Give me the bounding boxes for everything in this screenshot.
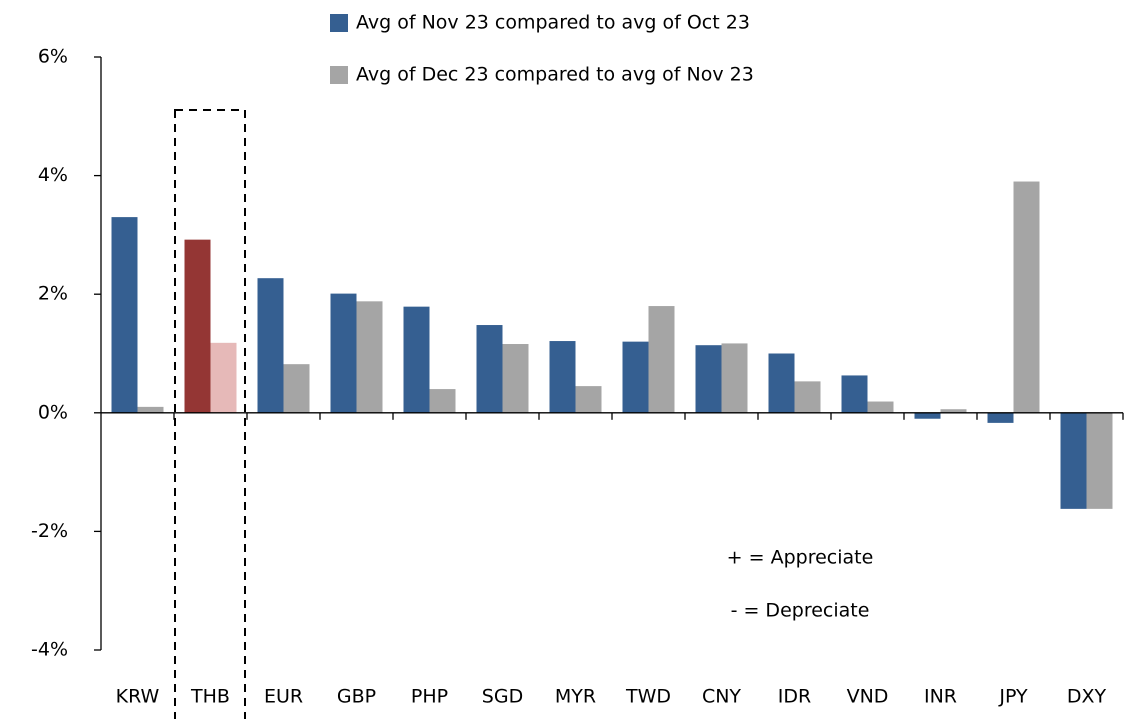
bar xyxy=(257,278,284,413)
x-tick-label: KRW xyxy=(116,686,160,708)
y-tick-label: -4% xyxy=(31,639,68,661)
x-tick-label: VND xyxy=(847,686,889,708)
highlight-box xyxy=(174,109,246,719)
bar xyxy=(403,306,430,413)
x-tick-label: GBP xyxy=(337,686,376,708)
bar xyxy=(502,344,529,413)
bar xyxy=(987,412,1014,423)
bar xyxy=(794,381,821,413)
legend-swatch xyxy=(330,14,348,32)
bar xyxy=(429,389,456,413)
x-tick-label: THB xyxy=(190,686,230,708)
bar xyxy=(648,306,675,413)
annotation: + = Appreciate xyxy=(727,547,874,569)
bar xyxy=(549,341,576,413)
bar xyxy=(210,342,237,413)
x-tick-label: MYR xyxy=(555,686,596,708)
y-tick-label: 0% xyxy=(38,401,68,423)
legend-label: Avg of Nov 23 compared to avg of Oct 23 xyxy=(356,12,750,34)
legend-swatch xyxy=(330,66,348,84)
x-tick-label: JPY xyxy=(998,686,1028,708)
bar xyxy=(721,343,748,413)
bar xyxy=(695,345,722,413)
bar xyxy=(622,341,649,413)
legend-label: Avg of Dec 23 compared to avg of Nov 23 xyxy=(356,64,754,86)
bar xyxy=(476,325,503,413)
y-tick-label: 4% xyxy=(38,164,68,186)
bar xyxy=(1013,181,1040,413)
bar xyxy=(137,406,164,413)
bar xyxy=(283,364,310,413)
x-tick-label: PHP xyxy=(411,686,448,708)
bar xyxy=(768,353,795,413)
bar xyxy=(841,375,868,413)
bar xyxy=(111,217,138,413)
bar xyxy=(867,401,894,413)
annotation: - = Depreciate xyxy=(731,600,870,622)
bar xyxy=(1086,412,1113,509)
x-tick-label: SGD xyxy=(482,686,523,708)
x-tick-label: EUR xyxy=(264,686,303,708)
bar xyxy=(330,293,357,413)
bar xyxy=(184,239,211,413)
x-tick-label: TWD xyxy=(625,686,671,708)
y-tick-label: 6% xyxy=(38,46,68,68)
x-tick-label: INR xyxy=(924,686,957,708)
bar xyxy=(1060,412,1087,509)
bar xyxy=(575,386,602,413)
bar xyxy=(940,409,967,413)
x-tick-label: IDR xyxy=(778,686,811,708)
x-tick-label: DXY xyxy=(1067,686,1107,708)
bar xyxy=(356,301,383,413)
bar xyxy=(914,412,941,419)
x-tick-label: CNY xyxy=(702,686,741,708)
y-tick-label: 2% xyxy=(38,283,68,305)
y-tick-label: -2% xyxy=(31,520,68,542)
